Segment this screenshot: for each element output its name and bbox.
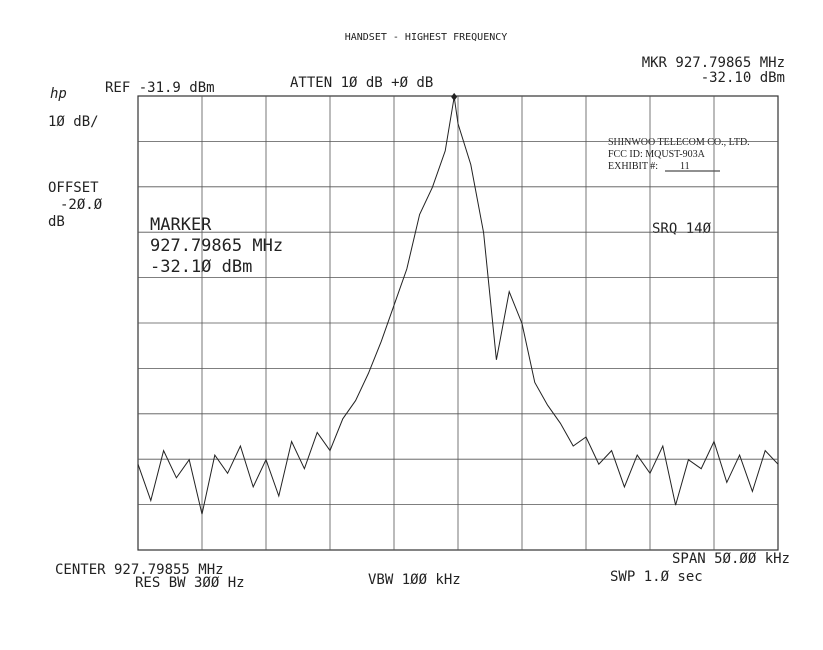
offset: OFFSET bbox=[48, 180, 99, 196]
marker bbox=[451, 92, 458, 101]
srq: SRQ 14Ø bbox=[652, 221, 712, 237]
offset-value: -2Ø.Ø bbox=[60, 197, 103, 213]
sweep-time: SWP 1.Ø sec bbox=[610, 569, 703, 585]
logo: hp bbox=[50, 86, 67, 102]
reference: REF -31.9 dBm bbox=[105, 80, 215, 96]
marker-frequency: MKR 927.79865 MHz bbox=[642, 55, 785, 71]
chart-title: HANDSET - HIGHEST FREQUENCY bbox=[345, 32, 508, 43]
offset-unit: dB bbox=[48, 214, 65, 230]
scale: 1Ø dB/ bbox=[48, 114, 99, 130]
marker-frequency-readout: 927.79865 MHz bbox=[150, 236, 283, 256]
trace bbox=[137, 96, 779, 515]
attenuation: ATTEN 1Ø dB +Ø dB bbox=[290, 75, 433, 91]
stamp-line: SHINWOO TELECOM CO., LTD. bbox=[608, 137, 750, 148]
stamp-line: EXHIBIT #: bbox=[608, 161, 658, 172]
stamp-line: FCC ID: MQUST-903A bbox=[608, 149, 706, 160]
marker-level: -32.10 dBm bbox=[701, 70, 785, 86]
span: SPAN 5Ø.ØØ kHz bbox=[672, 551, 790, 567]
stamp-line: 11 bbox=[680, 161, 690, 172]
marker-level-readout: -32.1Ø dBm bbox=[150, 257, 252, 277]
marker-label: MARKER bbox=[150, 215, 212, 235]
video-bandwidth: VBW 1ØØ kHz bbox=[368, 572, 461, 588]
center-frequency: CENTER 927.79855 MHz bbox=[55, 562, 224, 578]
resolution-bandwidth: RES BW 3ØØ Hz bbox=[135, 575, 245, 591]
